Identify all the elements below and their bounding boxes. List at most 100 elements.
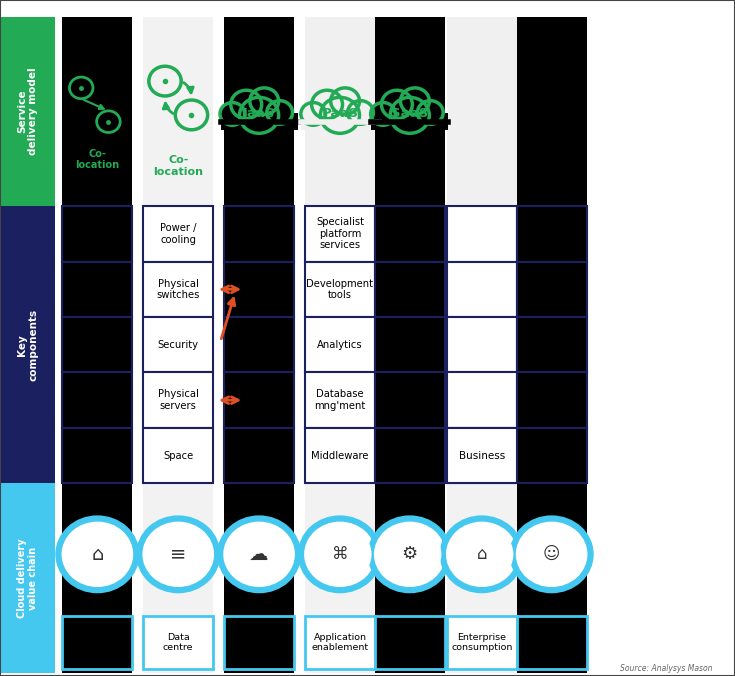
Bar — [305, 262, 375, 317]
Circle shape — [348, 101, 373, 124]
Text: Database
mng'ment: Database mng'ment — [315, 389, 365, 411]
Bar — [143, 617, 213, 669]
Circle shape — [390, 97, 429, 133]
Bar — [447, 206, 517, 262]
Circle shape — [512, 518, 590, 590]
Bar — [224, 372, 294, 428]
Circle shape — [301, 518, 379, 590]
Bar — [143, 483, 213, 673]
Bar — [517, 428, 587, 483]
Bar — [375, 372, 445, 428]
Circle shape — [308, 525, 371, 583]
Bar — [224, 206, 294, 262]
Text: Service
delivery model: Service delivery model — [17, 68, 38, 155]
Circle shape — [381, 90, 412, 119]
Bar — [305, 372, 375, 428]
Text: Source: Analysys Mason: Source: Analysys Mason — [620, 664, 713, 673]
Bar — [375, 317, 445, 372]
Text: Development
tools: Development tools — [306, 279, 373, 300]
Circle shape — [220, 103, 245, 125]
Bar — [301, 113, 379, 130]
Text: Business: Business — [459, 451, 505, 460]
Bar — [305, 17, 375, 673]
Bar — [224, 262, 294, 317]
Circle shape — [139, 518, 218, 590]
Bar — [517, 372, 587, 428]
Bar — [62, 483, 132, 673]
Text: ☁: ☁ — [249, 545, 269, 564]
Bar — [224, 617, 294, 669]
Bar — [375, 617, 445, 669]
Bar — [143, 262, 213, 317]
Bar — [62, 17, 132, 673]
Text: ⌘: ⌘ — [331, 546, 348, 563]
Bar — [375, 483, 445, 673]
Bar — [447, 428, 517, 483]
Bar — [305, 206, 375, 262]
Text: Co-
location: Co- location — [75, 149, 120, 170]
Circle shape — [312, 90, 343, 119]
Text: Specialist
platform
services: Specialist platform services — [316, 217, 364, 251]
Text: Analytics: Analytics — [317, 340, 363, 349]
Text: ⚙: ⚙ — [402, 546, 417, 563]
Text: Application
enablement: Application enablement — [312, 633, 368, 652]
Circle shape — [240, 97, 279, 133]
Circle shape — [146, 525, 209, 583]
Text: IaaS: IaaS — [243, 107, 276, 120]
Text: Enterprise
consumption: Enterprise consumption — [451, 633, 512, 652]
Circle shape — [227, 525, 290, 583]
Bar — [447, 17, 517, 673]
Bar — [224, 17, 294, 673]
Bar — [375, 262, 445, 317]
Bar — [517, 617, 587, 669]
Bar — [517, 317, 587, 372]
Bar — [62, 617, 132, 669]
Circle shape — [66, 525, 129, 583]
Text: ≡: ≡ — [170, 545, 187, 564]
Text: ⌂: ⌂ — [91, 545, 104, 564]
Bar — [143, 206, 213, 262]
Text: Power /
cooling: Power / cooling — [160, 223, 196, 245]
Bar — [224, 317, 294, 372]
Text: Cloud delivery
value chain: Cloud delivery value chain — [17, 538, 38, 618]
Text: Middleware: Middleware — [311, 451, 369, 460]
Circle shape — [450, 525, 513, 583]
Circle shape — [520, 525, 583, 583]
Bar — [305, 617, 375, 669]
Circle shape — [59, 518, 137, 590]
Circle shape — [220, 518, 298, 590]
Text: PaaS: PaaS — [321, 107, 359, 120]
Bar — [447, 428, 517, 483]
Bar — [447, 262, 517, 317]
Bar — [447, 372, 517, 428]
Circle shape — [250, 88, 279, 114]
Text: Data
centre: Data centre — [163, 633, 193, 652]
Bar — [224, 483, 294, 673]
Bar — [62, 428, 132, 483]
Circle shape — [370, 103, 395, 125]
Bar — [143, 317, 213, 372]
Bar — [143, 372, 213, 428]
Bar — [62, 206, 132, 262]
Text: ☺: ☺ — [543, 546, 560, 563]
Bar — [375, 206, 445, 262]
Text: Co-
location: Co- location — [153, 155, 204, 177]
Bar — [305, 483, 375, 673]
Bar — [305, 428, 375, 483]
Bar — [447, 317, 517, 372]
Text: Physical
servers: Physical servers — [158, 389, 198, 411]
Bar — [375, 17, 445, 673]
Bar — [517, 206, 587, 262]
Bar — [517, 262, 587, 317]
Circle shape — [267, 101, 293, 124]
Circle shape — [370, 518, 448, 590]
Bar — [517, 17, 587, 673]
Circle shape — [401, 88, 429, 114]
Bar — [0, 17, 55, 206]
Circle shape — [301, 103, 326, 125]
Bar — [224, 428, 294, 483]
Text: Key
components: Key components — [17, 309, 38, 381]
Circle shape — [442, 518, 520, 590]
Bar — [305, 317, 375, 372]
Bar — [0, 206, 55, 483]
